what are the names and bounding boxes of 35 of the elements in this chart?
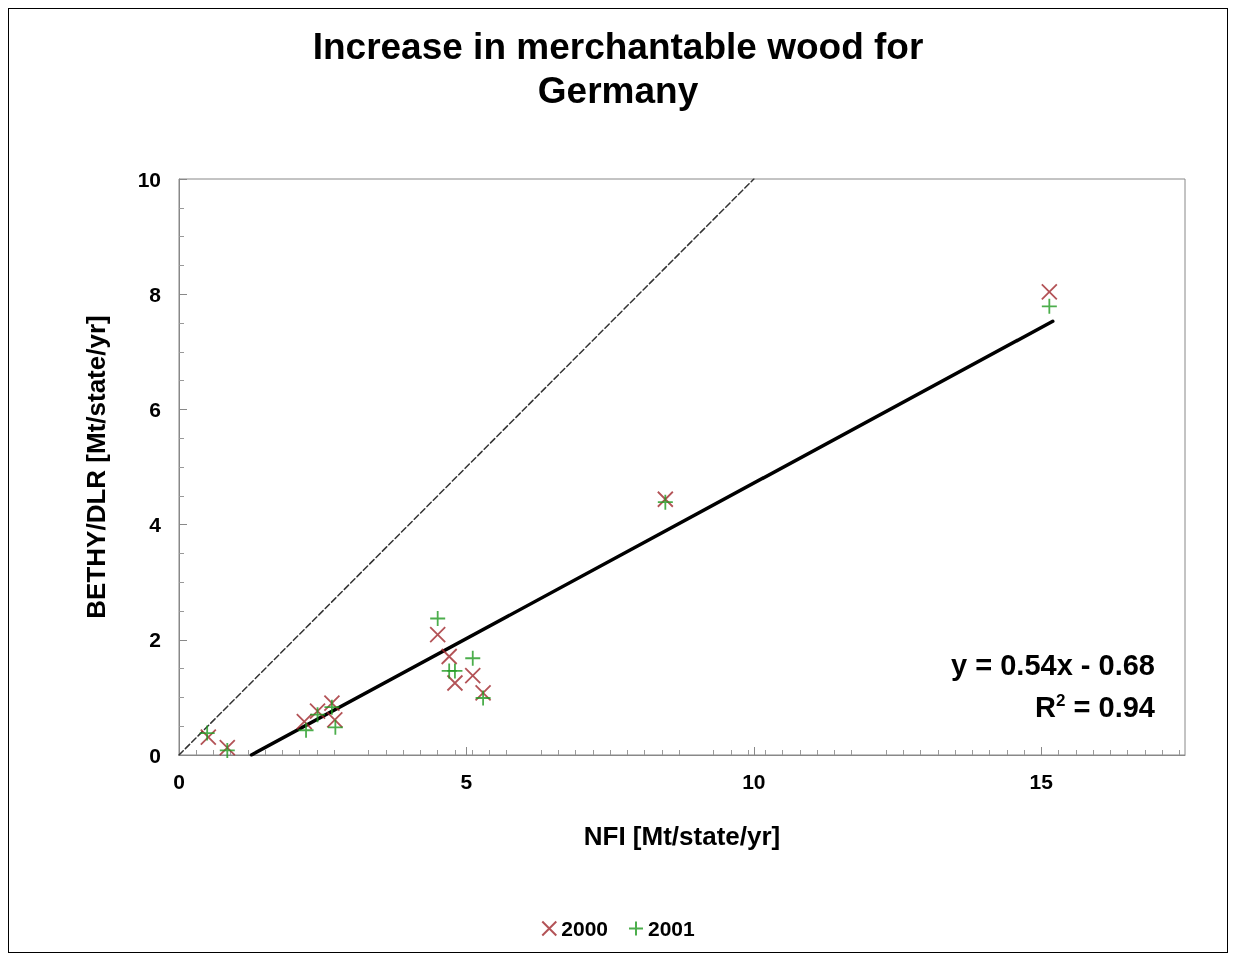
point <box>295 713 313 730</box>
point <box>199 728 217 746</box>
point <box>474 689 492 707</box>
legend-label: 2000 <box>561 917 608 940</box>
point <box>446 662 464 680</box>
point <box>297 721 315 739</box>
point <box>429 626 447 644</box>
point <box>309 702 326 720</box>
y-tick-label: 10 <box>137 167 161 191</box>
y-axis-title: BETHY/DLR [Mt/state/yr] <box>81 315 111 619</box>
x-tick-label: 5 <box>460 770 473 793</box>
point <box>464 649 482 667</box>
point <box>323 698 341 716</box>
point <box>1040 297 1058 315</box>
point <box>1040 283 1058 301</box>
chart-title: Increase in merchantable wood for Germany <box>312 25 924 111</box>
y-tick-label: 6 <box>149 397 161 421</box>
point <box>309 706 326 724</box>
y-tick-label: 8 <box>149 282 162 306</box>
point <box>440 648 458 665</box>
annotation: y = 0.54x - 0.68 <box>951 648 1155 681</box>
y-tick-label: 0 <box>149 743 161 767</box>
point <box>198 724 216 742</box>
legend-label: 2001 <box>648 917 696 940</box>
point <box>474 684 492 702</box>
point <box>326 718 344 736</box>
x-tick-label: 10 <box>742 770 766 793</box>
x-tick-label: 0 <box>173 770 185 793</box>
point <box>464 667 482 684</box>
point <box>446 674 464 692</box>
x-axis-title: NFI [Mt/state/yr] <box>583 821 781 851</box>
y-tick-label: 4 <box>149 513 162 537</box>
y-tick-label: 2 <box>149 628 161 652</box>
x-tick-label: 15 <box>1029 770 1054 793</box>
point <box>429 610 447 627</box>
